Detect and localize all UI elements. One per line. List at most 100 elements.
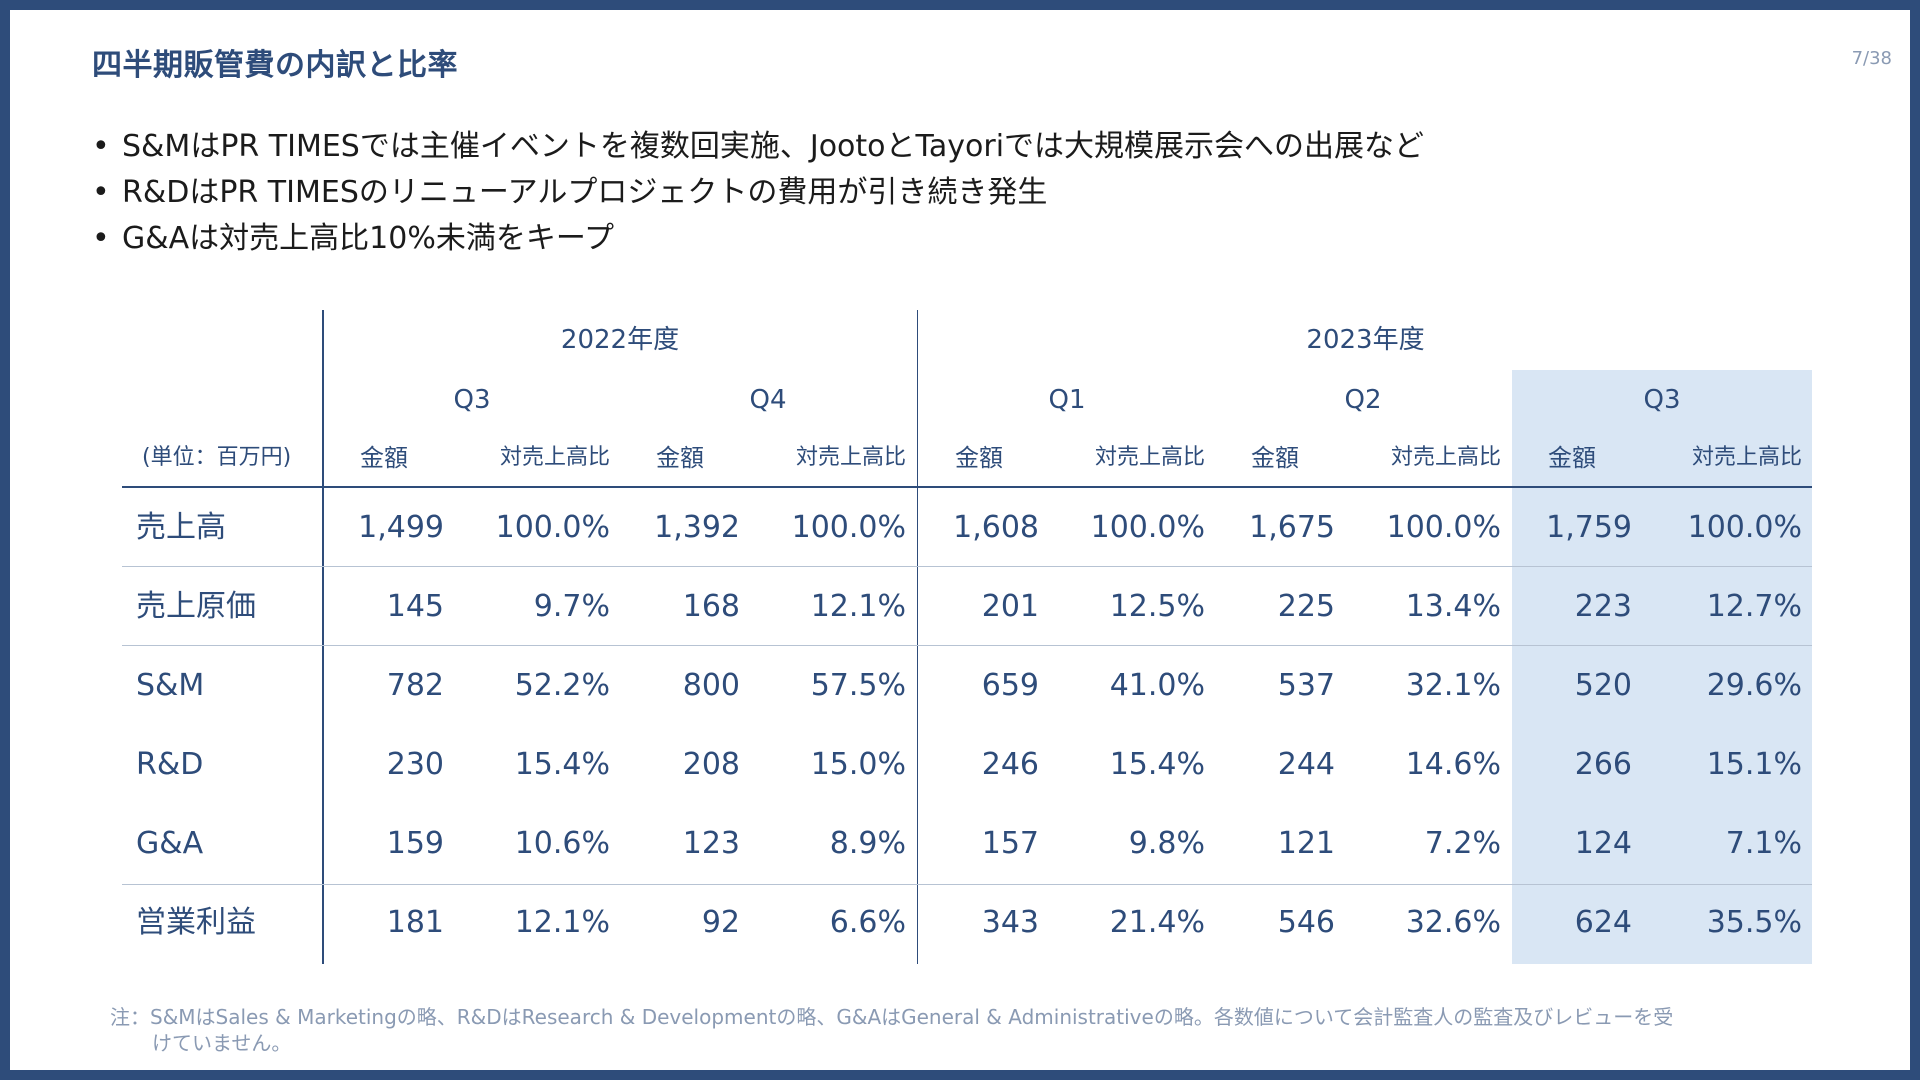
ratio-cell: 8.9% (829, 826, 906, 861)
header-rule (122, 486, 1812, 488)
quarter-header: Q3 (453, 385, 491, 415)
amount-cell: 157 (981, 826, 1039, 861)
ratio-header: 対売上高比 (1390, 445, 1501, 470)
ratio-cell: 100.0% (1090, 510, 1205, 545)
amount-cell: 92 (701, 905, 740, 940)
page-number: 7/38 (1851, 48, 1892, 69)
row-label: G&A (136, 826, 204, 861)
ratio-cell: 35.5% (1706, 905, 1802, 940)
amount-cell: 230 (386, 747, 444, 782)
amount-cell: 659 (981, 668, 1039, 703)
ratio-cell: 9.8% (1128, 826, 1205, 861)
bullet-dot-icon: • (92, 129, 110, 164)
ratio-header: 対売上高比 (795, 445, 906, 470)
ratio-cell: 32.1% (1405, 668, 1501, 703)
amount-cell: 343 (981, 905, 1039, 940)
bullet-dot-icon: • (92, 175, 110, 210)
ratio-cell: 12.1% (514, 905, 610, 940)
footnote: 注：S&MはSales & Marketingの略、R&DはResearch &… (110, 1005, 1674, 1055)
amount-cell: 223 (1574, 589, 1632, 624)
ratio-header: 対売上高比 (499, 445, 610, 470)
amount-cell: 168 (682, 589, 740, 624)
ratio-cell: 12.7% (1706, 589, 1802, 624)
table-divider (322, 310, 324, 964)
ratio-header: 対売上高比 (1691, 445, 1802, 470)
bullet-item: • G&Aは対売上高比10%未満をキープ (92, 216, 1424, 262)
quarter-header: Q1 (1048, 385, 1086, 415)
quarter-header: Q2 (1344, 385, 1382, 415)
amount-cell: 1,499 (358, 510, 444, 545)
year-header: 2022年度 (560, 325, 680, 355)
bullet-item: • S&MはPR TIMESでは主催イベントを複数回実施、JootoとTayori… (92, 124, 1424, 170)
ratio-cell: 12.1% (810, 589, 906, 624)
ratio-cell: 100.0% (1386, 510, 1501, 545)
row-rule (122, 884, 1812, 885)
ratio-cell: 100.0% (791, 510, 906, 545)
row-label: S&M (136, 668, 205, 703)
ratio-cell: 6.6% (829, 905, 906, 940)
quarter-header: Q3 (1643, 385, 1681, 415)
amount-cell: 181 (386, 905, 444, 940)
row-label: R&D (136, 747, 204, 782)
amount-cell: 208 (682, 747, 740, 782)
amount-cell: 800 (682, 668, 740, 703)
amount-cell: 244 (1277, 747, 1335, 782)
ratio-cell: 15.4% (1109, 747, 1205, 782)
amount-cell: 782 (386, 668, 444, 703)
page-title: 四半期販管費の内訳と比率 (92, 48, 458, 83)
amount-cell: 145 (386, 589, 444, 624)
sga-breakdown-table: 2022年度 2023年度 Q3 Q4 Q1 Q2 Q3 (単位：百万円) 金額… (122, 310, 1814, 964)
amount-cell: 225 (1277, 589, 1335, 624)
ratio-cell: 100.0% (495, 510, 610, 545)
row-label: 売上原価 (136, 589, 256, 624)
bullet-list: • S&MはPR TIMESでは主催イベントを複数回実施、JootoとTayori… (92, 124, 1424, 262)
amount-header: 金額 (1251, 444, 1299, 472)
year-header: 2023年度 (1306, 325, 1425, 355)
quarter-header: Q4 (749, 385, 787, 415)
ratio-cell: 7.1% (1725, 826, 1802, 861)
ratio-cell: 14.6% (1405, 747, 1501, 782)
ratio-cell: 57.5% (810, 668, 906, 703)
amount-cell: 1,675 (1249, 510, 1335, 545)
ratio-cell: 29.6% (1706, 668, 1802, 703)
ratio-cell: 15.0% (810, 747, 906, 782)
amount-cell: 1,392 (654, 510, 740, 545)
ratio-cell: 100.0% (1687, 510, 1802, 545)
ratio-cell: 10.6% (514, 826, 610, 861)
ratio-cell: 15.1% (1706, 747, 1802, 782)
ratio-cell: 7.2% (1424, 826, 1501, 861)
row-label: 売上高 (136, 510, 226, 545)
amount-cell: 246 (981, 747, 1039, 782)
amount-cell: 123 (682, 826, 740, 861)
amount-cell: 624 (1574, 905, 1632, 940)
highlight-column (1512, 370, 1812, 964)
ratio-cell: 21.4% (1109, 905, 1205, 940)
ratio-cell: 9.7% (533, 589, 610, 624)
amount-cell: 159 (386, 826, 444, 861)
row-rule (122, 645, 1812, 646)
amount-cell: 124 (1574, 826, 1632, 861)
amount-cell: 520 (1574, 668, 1632, 703)
unit-label: (単位：百万円) (142, 445, 292, 470)
amount-cell: 537 (1277, 668, 1335, 703)
bullet-item: • R&DはPR TIMESのリニューアルプロジェクトの費用が引き続き発生 (92, 170, 1424, 216)
amount-cell: 1,759 (1546, 510, 1632, 545)
amount-header: 金額 (955, 444, 1003, 472)
row-rule (122, 566, 1812, 567)
ratio-cell: 41.0% (1109, 668, 1205, 703)
ratio-header: 対売上高比 (1094, 445, 1205, 470)
amount-cell: 1,608 (953, 510, 1039, 545)
bullet-dot-icon: • (92, 221, 110, 256)
table-divider (917, 310, 918, 964)
ratio-cell: 15.4% (514, 747, 610, 782)
ratio-cell: 32.6% (1405, 905, 1501, 940)
amount-cell: 266 (1574, 747, 1632, 782)
ratio-cell: 13.4% (1405, 589, 1501, 624)
amount-cell: 121 (1277, 826, 1335, 861)
amount-header: 金額 (1548, 444, 1596, 472)
amount-header: 金額 (360, 444, 408, 472)
amount-header: 金額 (656, 444, 704, 472)
ratio-cell: 52.2% (514, 668, 610, 703)
amount-cell: 546 (1277, 905, 1335, 940)
